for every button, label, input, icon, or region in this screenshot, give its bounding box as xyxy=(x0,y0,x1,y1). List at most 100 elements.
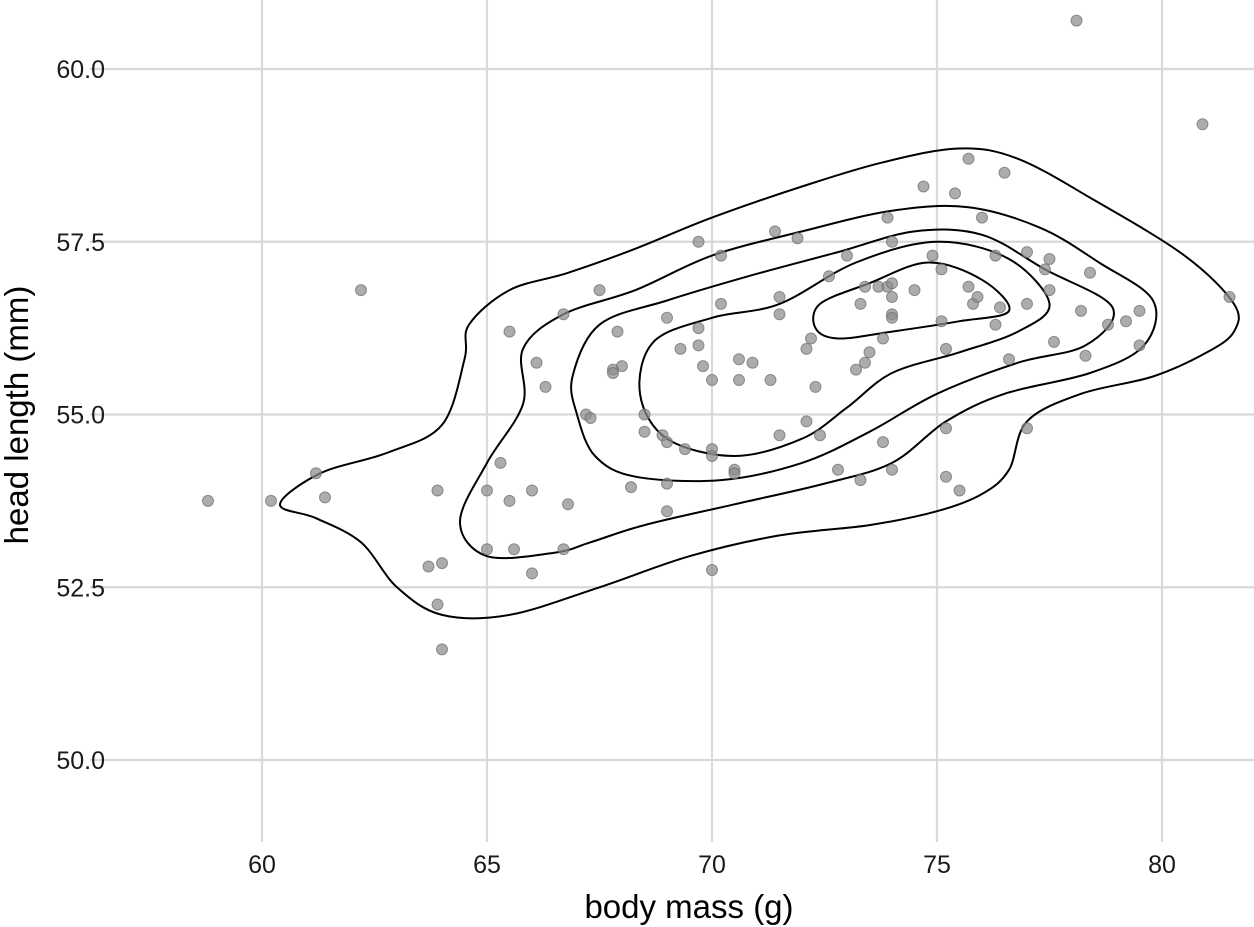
data-point xyxy=(917,180,930,193)
x-tick-label: 75 xyxy=(923,851,951,879)
data-point xyxy=(850,363,862,376)
x-tick-label: 65 xyxy=(473,851,501,879)
data-point xyxy=(1102,318,1114,331)
data-point xyxy=(607,367,619,379)
data-point xyxy=(638,408,651,421)
y-tick-label: 57.5 xyxy=(56,229,105,257)
data-point xyxy=(715,249,727,262)
data-point xyxy=(638,425,651,438)
data-point xyxy=(940,422,952,435)
data-point xyxy=(926,249,939,262)
data-point xyxy=(481,484,493,497)
y-tick-label: 50.0 xyxy=(56,747,105,775)
data-point xyxy=(989,318,1002,331)
data-point xyxy=(1075,304,1087,317)
x-tick-label: 70 xyxy=(698,851,726,879)
data-points xyxy=(202,14,1236,656)
data-point xyxy=(728,467,741,480)
density-contour xyxy=(458,204,1158,560)
data-point xyxy=(530,356,543,369)
data-point xyxy=(733,374,745,386)
data-point xyxy=(526,567,538,580)
data-point xyxy=(562,498,574,511)
data-point xyxy=(953,484,966,497)
data-point xyxy=(935,263,948,276)
data-point xyxy=(859,280,871,293)
data-point xyxy=(1043,253,1056,265)
data-point xyxy=(1133,304,1146,317)
data-point xyxy=(971,291,984,303)
data-point xyxy=(962,152,975,165)
data-point xyxy=(809,380,822,393)
x-axis-title: body mass (g) xyxy=(584,888,793,925)
data-point xyxy=(431,598,444,611)
data-point xyxy=(962,280,975,293)
data-point xyxy=(908,284,921,297)
density-contour xyxy=(279,147,1240,620)
data-point xyxy=(526,484,538,497)
data-point xyxy=(886,311,898,324)
density-contours xyxy=(279,147,1240,620)
data-point xyxy=(1043,284,1056,297)
data-point xyxy=(319,491,331,504)
data-point xyxy=(557,543,570,556)
y-axis-title: head length (mm) xyxy=(0,286,35,545)
data-point xyxy=(854,297,867,310)
data-point xyxy=(1003,353,1015,366)
data-point xyxy=(436,557,448,570)
data-point xyxy=(697,360,709,373)
density-contour xyxy=(570,228,1115,483)
data-point xyxy=(791,232,804,245)
data-point xyxy=(886,277,898,290)
data-point xyxy=(706,564,718,576)
data-point xyxy=(1084,266,1096,279)
data-point xyxy=(764,374,777,386)
data-point xyxy=(715,297,727,310)
x-tick-label: 60 xyxy=(248,851,276,879)
y-tick-label: 55.0 xyxy=(56,402,105,430)
data-point xyxy=(1070,14,1083,27)
data-point xyxy=(800,342,813,355)
data-point xyxy=(1196,118,1209,131)
data-point xyxy=(935,315,948,328)
data-point xyxy=(706,374,718,386)
data-point xyxy=(692,339,705,352)
density-contour xyxy=(812,261,1011,340)
data-point xyxy=(661,477,673,490)
y-tick-label: 60.0 xyxy=(56,56,105,84)
data-point xyxy=(1048,335,1060,348)
data-point xyxy=(1133,339,1146,352)
data-point xyxy=(355,284,367,297)
data-point xyxy=(1223,291,1236,303)
data-point xyxy=(877,436,889,449)
data-point xyxy=(949,187,961,200)
density-contour xyxy=(638,240,1051,458)
data-point xyxy=(431,484,444,497)
data-point xyxy=(841,249,853,262)
data-point xyxy=(733,353,745,366)
gridlines xyxy=(90,0,1254,842)
data-point xyxy=(494,456,507,469)
data-point xyxy=(886,235,898,248)
data-point xyxy=(805,332,817,345)
data-point xyxy=(661,311,673,324)
data-point xyxy=(422,560,435,573)
data-point xyxy=(800,415,813,428)
data-point xyxy=(854,474,867,487)
data-point xyxy=(814,429,826,442)
data-point xyxy=(998,166,1011,179)
data-point xyxy=(746,356,759,369)
data-point xyxy=(773,308,786,321)
data-point xyxy=(1021,422,1033,435)
data-point xyxy=(886,463,898,476)
data-point xyxy=(863,346,876,359)
data-point xyxy=(310,467,322,480)
data-point xyxy=(625,481,637,494)
data-point xyxy=(593,284,606,297)
data-point xyxy=(940,470,952,483)
data-point xyxy=(832,463,844,476)
data-point xyxy=(769,225,781,238)
data-point xyxy=(1120,315,1132,328)
data-point xyxy=(859,356,871,369)
